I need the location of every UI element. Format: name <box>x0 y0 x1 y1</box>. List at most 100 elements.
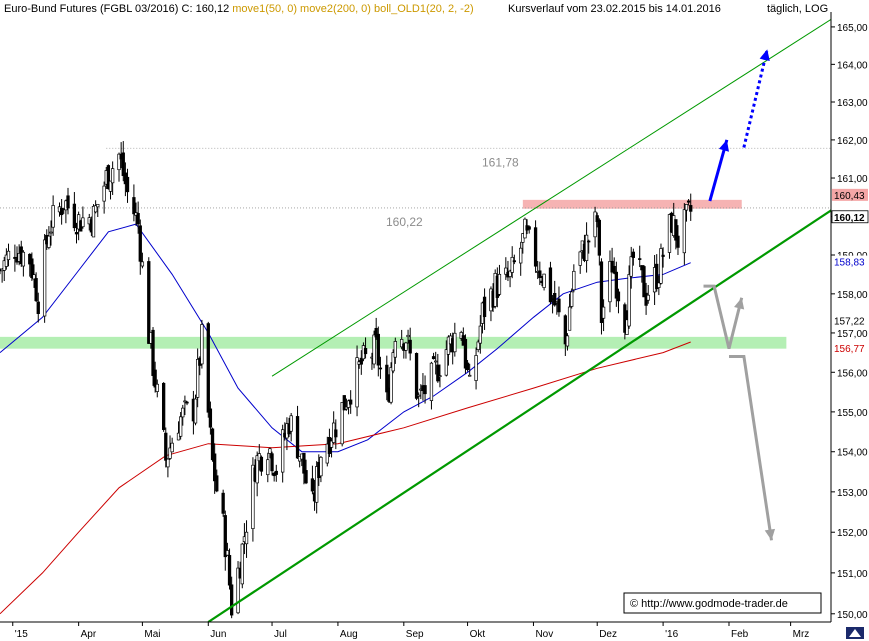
price-tag-157,22: 157,22 <box>832 314 868 327</box>
candle-body <box>102 185 106 202</box>
candle-body <box>436 364 440 382</box>
candle <box>329 437 334 458</box>
candle-body <box>642 266 646 298</box>
candle <box>206 321 210 418</box>
candle-body <box>153 369 157 388</box>
candle <box>304 459 308 485</box>
candle-body <box>206 323 210 413</box>
candle-body <box>36 301 40 314</box>
candle <box>408 327 412 361</box>
candle-body <box>510 256 514 273</box>
candle-body <box>623 304 627 333</box>
candle <box>444 340 448 377</box>
candle-body <box>686 200 691 203</box>
candle <box>332 411 336 444</box>
candle-body <box>349 399 353 405</box>
candle <box>584 222 589 273</box>
candle <box>629 246 633 289</box>
candle-body <box>132 197 136 215</box>
candle <box>453 322 457 357</box>
candle <box>96 203 100 218</box>
candle <box>32 264 36 288</box>
x-tick-label: Mrz <box>793 629 810 640</box>
candle <box>251 457 255 542</box>
candle-body <box>391 352 395 372</box>
candle-body <box>51 205 55 228</box>
candle-body <box>674 219 678 241</box>
candle <box>230 576 234 619</box>
candle-body <box>385 364 389 393</box>
candle <box>363 337 368 359</box>
candle-body <box>512 260 516 263</box>
candle-body <box>266 459 270 476</box>
price-tag-bg <box>832 341 868 354</box>
price-tag-160,43: 160,43 <box>832 188 868 202</box>
candle-body <box>563 315 567 345</box>
candle <box>200 319 204 369</box>
candle <box>81 206 85 229</box>
candle <box>108 180 113 200</box>
candle <box>125 168 130 203</box>
candle <box>512 254 516 265</box>
candle <box>601 299 606 332</box>
ind-move1: move1(50, 0) <box>232 3 297 15</box>
candle-body <box>423 385 427 395</box>
candle-body <box>81 217 85 228</box>
candle-body <box>638 258 642 260</box>
candle-body <box>4 254 9 267</box>
candle <box>578 250 582 274</box>
candle <box>93 200 98 214</box>
candle <box>310 465 315 495</box>
candle-body <box>193 398 198 424</box>
candle <box>240 542 244 589</box>
candle <box>6 243 11 267</box>
candle-body <box>136 213 140 225</box>
candle-body <box>578 251 582 266</box>
candle <box>646 285 650 304</box>
candle <box>355 345 359 417</box>
candle-body <box>584 234 589 261</box>
x-tick-label: Jul <box>274 629 287 640</box>
candle-body <box>6 250 11 261</box>
candle-body <box>476 341 480 351</box>
candle <box>625 310 629 335</box>
candle <box>542 273 546 291</box>
candle-body <box>289 415 293 432</box>
candle-body <box>417 394 421 397</box>
candle <box>614 261 618 307</box>
candle <box>689 193 693 221</box>
candle-body <box>601 306 606 319</box>
candle <box>170 437 174 453</box>
scroll-corner-icon[interactable] <box>846 627 864 639</box>
candle <box>153 361 157 393</box>
candle <box>557 286 561 317</box>
candle <box>151 327 155 386</box>
y-tick-label: 151,00 <box>837 569 868 580</box>
candle <box>612 257 616 275</box>
candle-body <box>259 456 264 472</box>
candle <box>599 258 604 335</box>
x-tick-label: Okt <box>470 629 486 640</box>
candle-body <box>453 332 457 353</box>
candle <box>106 164 111 190</box>
candle <box>147 257 151 344</box>
candle-body <box>213 453 217 482</box>
candle-body <box>406 334 410 338</box>
y-tick-label: 153,00 <box>837 488 868 499</box>
candle-body <box>302 452 306 474</box>
candle-body <box>151 329 155 376</box>
candle <box>121 141 125 182</box>
x-tick-label: Sep <box>406 629 424 640</box>
candle <box>608 250 612 313</box>
y-tick-label: 163,00 <box>837 98 868 109</box>
y-tick-label: 150,00 <box>837 610 868 621</box>
candle <box>4 248 9 270</box>
y-tick-label: 165,00 <box>837 23 868 34</box>
candle-body <box>121 152 125 176</box>
candle-body <box>183 400 187 403</box>
candle-body <box>91 205 96 238</box>
candle <box>210 427 215 462</box>
candle <box>42 233 47 323</box>
candle-body <box>684 204 689 211</box>
candle-body <box>230 584 234 616</box>
